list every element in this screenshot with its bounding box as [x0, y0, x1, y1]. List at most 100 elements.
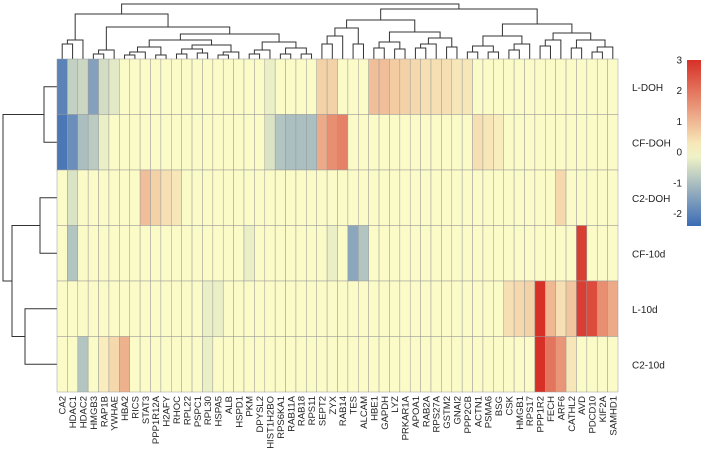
heatmap-cell	[254, 114, 266, 171]
heatmap-cell	[264, 169, 276, 226]
heatmap-cell	[503, 169, 515, 226]
column-label: ACTN1	[473, 396, 484, 427]
heatmap-cell	[316, 169, 328, 226]
heatmap-cell	[451, 225, 463, 282]
heatmap-cell	[409, 169, 421, 226]
heatmap-cell	[306, 58, 317, 115]
heatmap-cell	[119, 114, 130, 171]
heatmap-cell	[358, 58, 369, 115]
row-label: CF-10d	[632, 249, 665, 260]
heatmap-cell	[98, 280, 110, 337]
heatmap-cell	[472, 169, 484, 226]
dendrogram-branch	[544, 39, 562, 59]
heatmap-cell	[493, 58, 504, 115]
heatmap-cell	[316, 114, 328, 171]
heatmap-cell	[150, 336, 162, 393]
heatmap-cell	[306, 280, 317, 337]
heatmap-cell	[264, 114, 276, 171]
heatmap-cell	[378, 225, 390, 282]
heatmap-cell	[420, 336, 432, 393]
heatmap-cell	[67, 58, 79, 115]
heatmap-cell	[337, 114, 349, 171]
dendrogram-branch	[39, 197, 57, 254]
dendrogram-branch	[155, 54, 167, 59]
heatmap-cell	[212, 225, 224, 282]
heatmap-cell	[160, 58, 172, 115]
heatmap-cell	[441, 114, 453, 171]
heatmap-cell	[565, 336, 577, 393]
heatmap-cell	[171, 114, 182, 171]
column-label: FECH	[546, 396, 557, 422]
heatmap-cell	[545, 225, 556, 282]
heatmap-cell	[607, 114, 619, 171]
dendrogram-branch	[261, 41, 297, 50]
dendrogram-branch	[352, 43, 364, 59]
heatmap-cell	[222, 280, 234, 337]
heatmap-cell	[409, 280, 421, 337]
heatmap-cell	[399, 58, 411, 115]
heatmap-cell	[461, 225, 473, 282]
legend-tick-label: 0	[676, 148, 682, 159]
column-label: RAB14	[338, 396, 349, 426]
dendrogram-branch	[175, 53, 188, 59]
heatmap-cell	[160, 280, 172, 337]
heatmap-cell	[139, 225, 151, 282]
heatmap-cell	[150, 169, 162, 226]
heatmap-cell	[181, 336, 193, 393]
heatmap-cell	[233, 336, 245, 393]
heatmap-cell	[430, 169, 442, 226]
heatmap-cell	[607, 169, 619, 226]
heatmap-cell	[607, 280, 619, 337]
heatmap-cell	[285, 280, 297, 337]
heatmap-cell	[513, 336, 525, 393]
column-label: RPS6KA1	[276, 396, 287, 439]
heatmap-cell	[274, 114, 286, 171]
heatmap-cell	[87, 114, 99, 171]
heatmap-cell	[420, 225, 432, 282]
heatmap-cell	[534, 169, 546, 226]
heatmap-cell	[409, 58, 421, 115]
heatmap-cell	[524, 169, 536, 226]
heatmap-cell	[222, 336, 234, 393]
heatmap-cell	[243, 58, 255, 115]
heatmap-cell	[596, 225, 608, 282]
heatmap-cell	[181, 58, 193, 115]
heatmap-cell	[337, 169, 349, 226]
column-label: ARF6	[556, 396, 567, 420]
heatmap-cell	[202, 336, 214, 393]
column-labels: CA2 HDAC1 HDAC2 HMGB3 RAP1B YWHAE HBA2 RICS STAT…	[58, 395, 620, 448]
column-label: HDAC1	[68, 396, 79, 428]
heatmap-cell	[87, 58, 99, 115]
heatmap-cell	[119, 225, 130, 282]
dendrogram-branch	[326, 35, 344, 59]
dendrogram-branch	[446, 46, 458, 59]
column-label: GAPDH	[380, 396, 391, 430]
heatmap-cell	[254, 280, 266, 337]
heatmap-cell	[212, 114, 224, 171]
heatmap-cell	[430, 280, 442, 337]
heatmap-cell	[202, 58, 214, 115]
column-label: GSTM2	[442, 396, 453, 429]
heatmap-cell	[358, 169, 369, 226]
heatmap-cell	[347, 114, 359, 171]
legend-tick-label: 3	[676, 56, 682, 67]
column-label: AVD	[577, 396, 588, 415]
heatmap-cell	[461, 169, 473, 226]
heatmap-cell	[316, 280, 328, 337]
heatmap-cell	[576, 58, 588, 115]
legend-tick-label: -2	[673, 209, 682, 220]
heatmap-cell	[98, 58, 110, 115]
heatmap-cell	[119, 280, 130, 337]
heatmap-cell	[56, 114, 68, 171]
heatmap-cell	[191, 225, 203, 282]
heatmap-cell	[87, 336, 99, 393]
heatmap-cell	[420, 114, 432, 171]
column-label: RAP1B	[99, 396, 110, 427]
heatmap-cell	[441, 336, 453, 393]
column-label: HMGB3	[89, 396, 100, 430]
heatmap-cell	[274, 225, 286, 282]
heatmap-cell	[461, 58, 473, 115]
column-label: RAB11A	[286, 395, 297, 431]
dendrogram-branch	[300, 53, 313, 59]
